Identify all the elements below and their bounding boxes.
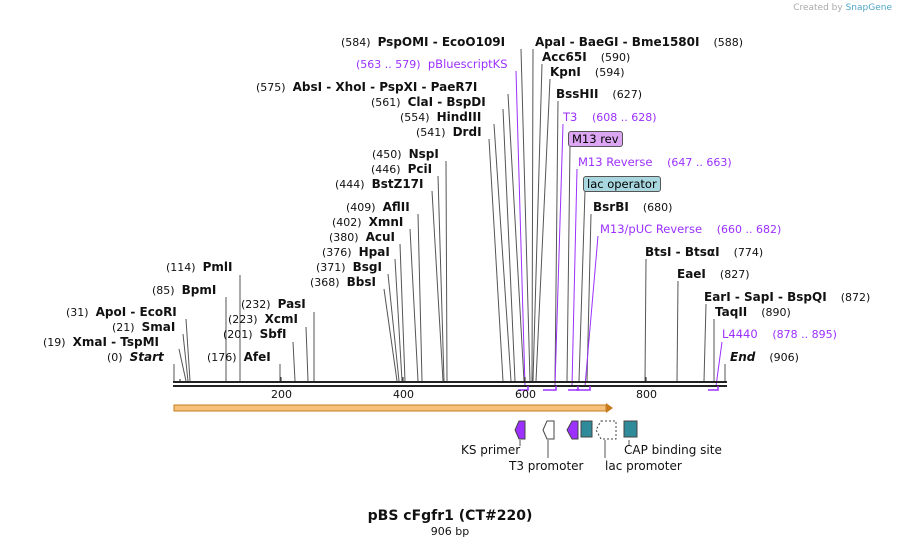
- site-label-acc65i: Acc65I (590): [542, 50, 631, 64]
- feature-label-ks-primer: KS primer: [461, 443, 521, 457]
- lac-operator-box: [580, 420, 593, 438]
- ruler-tick-200: 200: [271, 388, 292, 401]
- site-label-absi: (575) AbsI - XhoI - PspXI - PaeR7I: [256, 80, 478, 94]
- primer-label-m13-reverse: M13 Reverse (647 .. 663): [578, 155, 732, 169]
- site-label-bsshii: BssHII (627): [556, 87, 642, 101]
- site-label-drdi: (541) DrdI: [416, 125, 482, 139]
- lac-promoter-arrow: [595, 420, 617, 440]
- site-label-taqii: TaqII (890): [715, 305, 791, 319]
- feature-label-lac-promoter: lac promoter: [605, 459, 682, 473]
- site-label-pasi: (232) PasI: [241, 297, 306, 311]
- primer-label-l4440: L4440 (878 .. 895): [722, 327, 837, 341]
- ks-primer-arrow: [514, 420, 526, 440]
- site-label-end: End (906): [730, 350, 799, 364]
- site-label-xmai: (19) XmaI - TspMI: [43, 335, 159, 349]
- site-label-start: (0) Start: [107, 350, 164, 364]
- site-label-bbsi: (368) BbsI: [310, 275, 376, 289]
- site-label-hindiii: (554) HindIII: [400, 110, 482, 124]
- site-label-pcii: (446) PciI: [371, 162, 433, 176]
- cap-binding-site-box: [623, 420, 638, 438]
- site-label-apai: ApaI - BaeGI - Bme1580I (588): [535, 35, 744, 49]
- sequence-backbone: [173, 377, 727, 387]
- orf-arrow: [173, 403, 613, 413]
- site-label-afei: (176) AfeI: [207, 350, 271, 364]
- ruler-tick-800: 800: [636, 388, 657, 401]
- site-label-apoi: (31) ApoI - EcoRI: [66, 305, 177, 319]
- map-length: 906 bp: [430, 525, 470, 538]
- site-label-sbfi: (201) SbfI: [223, 327, 287, 341]
- site-label-pmli: (114) PmlI: [166, 260, 233, 274]
- site-label-xmni: (402) XmnI: [332, 215, 404, 229]
- site-label-hpai: (376) HpaI: [322, 245, 390, 259]
- site-label-eari: EarI - SapI - BspQI (872): [704, 290, 871, 304]
- ruler-tick-400: 400: [393, 388, 414, 401]
- primer-label-pbluescriptks: (563 .. 579) pBluescriptKS: [356, 57, 508, 71]
- site-label-bsgi: (371) BsgI: [316, 260, 382, 274]
- feature-glyphs: [514, 420, 638, 458]
- site-label-btsi: BtsI - BtsαI (774): [645, 245, 764, 259]
- site-label-clai: (561) ClaI - BspDI: [371, 95, 486, 109]
- feature-label-t3-promoter: T3 promoter: [509, 459, 584, 473]
- m13-rev-arrow: [566, 420, 579, 440]
- site-label-smai: (21) SmaI: [112, 320, 176, 334]
- box-leader-lines: [566, 145, 586, 382]
- site-label-aflii: (409) AflII: [346, 200, 410, 214]
- map-title: pBS cFgfr1 (CT#220): [367, 508, 533, 524]
- site-leader-lines: [173, 48, 726, 382]
- site-label-bsrbi: BsrBI (680): [593, 200, 673, 214]
- t3-promoter-arrow: [542, 420, 555, 440]
- site-label-nspi: (450) NspI: [372, 147, 439, 161]
- box-label-m13-rev: M13 rev: [568, 131, 623, 147]
- primer-leader-lines: [515, 70, 723, 387]
- ruler-tick-600: 600: [515, 388, 536, 401]
- snapgene-credit: Created by SnapGene: [793, 3, 892, 13]
- site-label-xcmi: (223) XcmI: [228, 312, 298, 326]
- box-label-lac-operator: lac operator: [583, 176, 661, 192]
- site-label-kpni: KpnI (594): [550, 65, 625, 79]
- site-label-eaei: EaeI (827): [677, 267, 750, 281]
- site-label-pspomi: (584) PspOMI - EcoO109I: [341, 35, 506, 49]
- feature-label-cap-binding-site: CAP binding site: [624, 443, 722, 457]
- primer-brackets: [518, 386, 719, 391]
- site-label-acui: (380) AcuI: [329, 230, 396, 244]
- site-label-bpmi: (85) BpmI: [152, 283, 217, 297]
- primer-label-t3: T3 (608 .. 628): [563, 110, 657, 124]
- site-label-bstz17i: (444) BstZ17I: [335, 177, 424, 191]
- primer-label-m13-puc-reverse: M13/pUC Reverse (660 .. 682): [600, 222, 782, 236]
